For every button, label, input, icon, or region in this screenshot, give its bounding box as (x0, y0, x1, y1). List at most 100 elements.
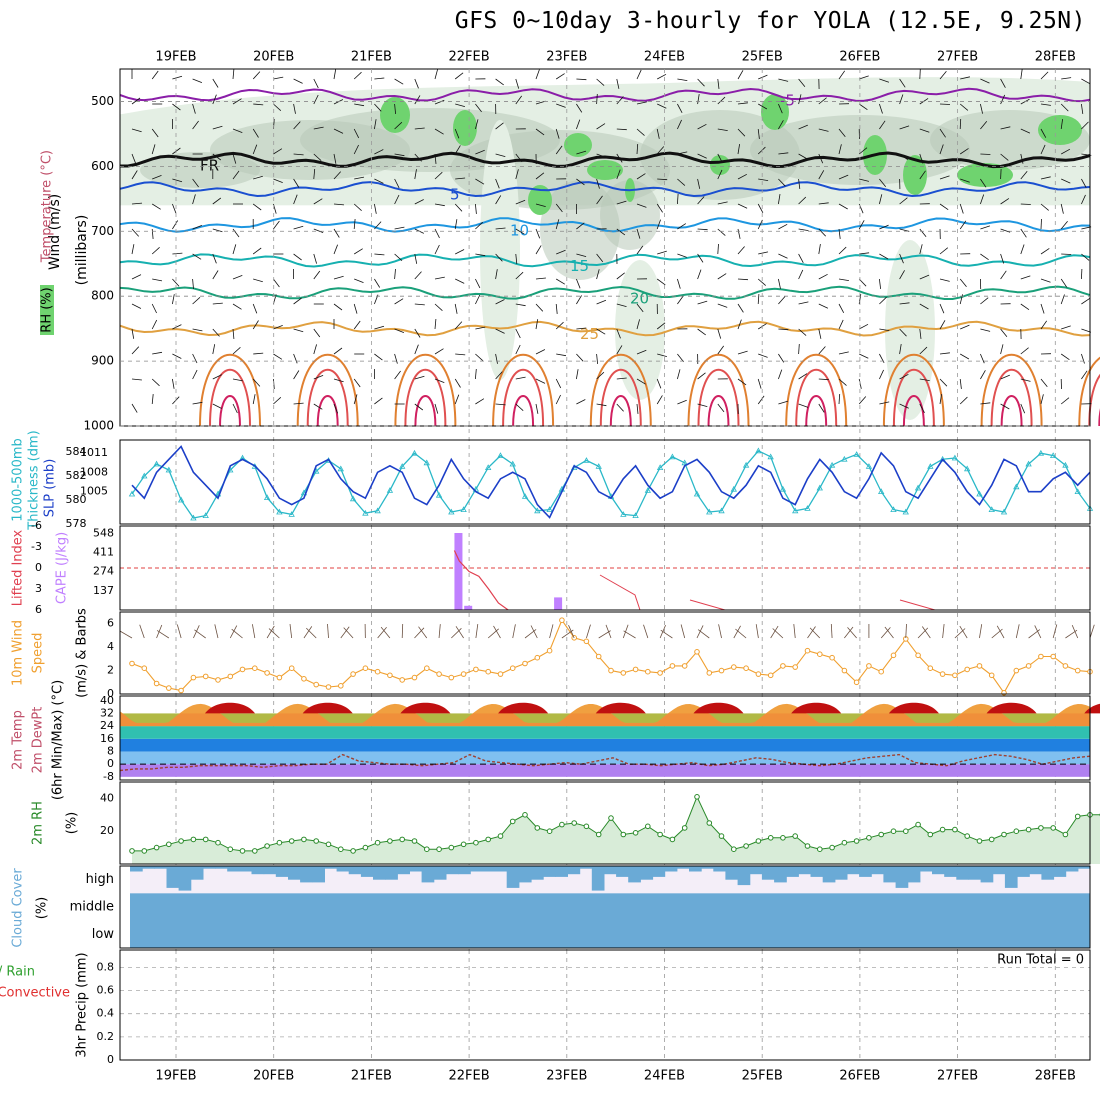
wind-barb (778, 178, 786, 187)
wind-barb (555, 321, 564, 330)
wind-barb (1061, 148, 1071, 155)
wind-barb (535, 378, 546, 384)
wind-barb (980, 194, 985, 205)
wind-barb (778, 369, 783, 380)
wind-barb (455, 278, 465, 284)
cloud-label-2: (%) (35, 897, 50, 920)
wind-barb (656, 378, 662, 389)
wind-tick: 6 (107, 617, 114, 630)
wind-barb (656, 146, 665, 155)
temp-tick: 32 (100, 706, 114, 719)
wind-barb (717, 328, 722, 339)
thickness-point (1037, 449, 1045, 456)
wind-barb (515, 403, 524, 411)
wind-barb (555, 219, 560, 230)
thickness-point (632, 512, 639, 518)
rh-point (153, 844, 160, 851)
cloud-high-bar (348, 866, 362, 875)
temp-frame (119, 695, 1091, 781)
wind-barb (495, 122, 504, 130)
wind-barb (677, 151, 688, 155)
wind-speed-point (485, 668, 492, 675)
wind-barb (879, 120, 886, 130)
wind-barb (131, 328, 135, 339)
wind-barb (859, 178, 869, 182)
cloud-high-bar (603, 866, 617, 875)
wind-barb (959, 103, 969, 111)
wind-barb (475, 353, 484, 361)
wind-barb (212, 302, 223, 305)
wind-barb-10m (954, 628, 966, 639)
rh-point (804, 843, 811, 849)
wind-barb (252, 247, 262, 255)
wind-speed-point (190, 674, 197, 681)
wind-barb (697, 328, 706, 336)
wind-barb (475, 326, 486, 330)
temp-peak (400, 702, 451, 714)
wind-speed-point (473, 666, 479, 673)
wind-speed-point (804, 647, 811, 654)
wind-barb (374, 325, 385, 330)
wind-barb (232, 170, 240, 180)
wind-speed-point (338, 683, 344, 689)
wind-barb (616, 153, 623, 163)
wind-speed-point (1062, 663, 1069, 669)
wind-barb (313, 344, 317, 355)
wind-barb-10m (268, 628, 280, 639)
wind-barb (151, 319, 158, 330)
wind-barb (172, 378, 175, 389)
wind-barb (313, 153, 322, 161)
wind-barb (495, 299, 505, 305)
temp-tick: 0 (107, 757, 114, 770)
wind-barb (959, 396, 968, 405)
wind-barb (192, 297, 201, 305)
wind-barb (273, 278, 280, 288)
thickness-point (620, 511, 627, 517)
wind-barb (879, 278, 881, 289)
wind-barb (677, 223, 687, 230)
wind-barb (737, 128, 746, 137)
rh-green-region (957, 163, 1013, 187)
wind-speed-point (522, 660, 528, 667)
wind-barb (859, 252, 870, 255)
wind-barb (212, 270, 219, 280)
thickness-point (1013, 483, 1020, 490)
wind-barb-10m (772, 628, 784, 639)
wind-barb-10m (451, 628, 462, 639)
slp-label: SLP (mb) (43, 459, 58, 518)
wind-barb (576, 178, 585, 186)
wind-barb (616, 96, 624, 105)
wind-barb (353, 303, 358, 314)
wind-barb (374, 119, 377, 130)
wind-barb (576, 369, 579, 380)
wind-speed-point (1050, 653, 1056, 660)
wind-barb (636, 173, 646, 180)
warm-contour (892, 368, 935, 427)
wind-barb (899, 373, 909, 380)
wind-barb (293, 225, 304, 230)
cloud-high-bar (506, 866, 520, 888)
wind-barb (454, 203, 463, 212)
wind-barb (434, 69, 438, 80)
wind-speed-point (952, 672, 958, 679)
wind-barb (596, 328, 606, 335)
wind-barb (778, 400, 789, 405)
cloud-high-bar (992, 866, 1006, 875)
wind-barb (1040, 320, 1048, 330)
thickness-point (890, 506, 897, 512)
wind-barb (616, 272, 625, 280)
li-label: Lifted Index (11, 529, 26, 606)
wind-barb-10m (979, 624, 983, 639)
wind-barb (252, 378, 261, 387)
wind-speed-point (890, 652, 897, 659)
wind-barb (636, 403, 639, 414)
wind-barb (555, 303, 558, 314)
isotherm-label: 25 (580, 325, 599, 343)
wind-barb (515, 303, 526, 307)
warm-contour (609, 395, 632, 427)
wind-barb (273, 397, 282, 405)
wind-speed-point (460, 671, 467, 677)
wind-barb (657, 250, 667, 255)
thickness-point (386, 487, 394, 493)
wind-barb (454, 72, 464, 80)
